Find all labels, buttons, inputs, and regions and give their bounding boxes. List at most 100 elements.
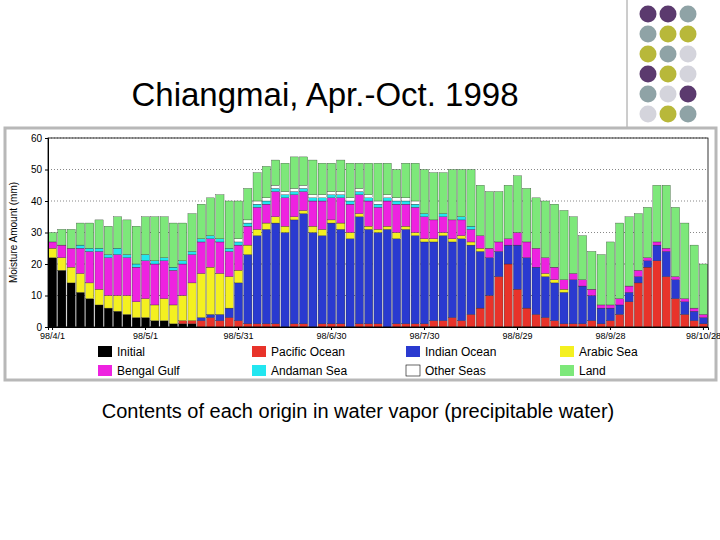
- bar-segment: [318, 163, 326, 195]
- decoration: [627, 0, 697, 130]
- bar-segment: [560, 210, 568, 279]
- bar-segment: [262, 201, 270, 204]
- bar-segment: [262, 324, 270, 327]
- bar-segment: [532, 198, 540, 248]
- bar-segment: [393, 233, 401, 239]
- bar-segment: [76, 273, 84, 292]
- bar-segment: [625, 292, 633, 301]
- legend-item: Land: [560, 364, 606, 378]
- bar-segment: [355, 324, 363, 327]
- series-bars: [197, 214, 707, 327]
- bar-segment: [318, 201, 326, 229]
- bar-segment: [281, 226, 289, 232]
- bar-segment: [578, 236, 586, 280]
- bar-segment: [123, 255, 131, 258]
- bar-segment: [309, 195, 317, 198]
- bar-segment: [699, 264, 707, 314]
- bar-segment: [337, 195, 345, 198]
- bar-segment: [597, 255, 605, 305]
- bar-segment: [58, 258, 66, 271]
- bar-segment: [262, 229, 270, 324]
- bar-segment: [141, 217, 149, 255]
- bar-segment: [300, 210, 308, 213]
- bar-segment: [690, 308, 698, 311]
- caption: Contents of each origin in water vapor (…: [102, 400, 614, 422]
- bar-segment: [327, 195, 335, 198]
- bar-segment: [262, 198, 270, 201]
- bar-segment: [114, 217, 122, 249]
- bar-segment: [207, 318, 215, 327]
- bar-segment: [272, 188, 280, 191]
- bar-segment: [430, 242, 438, 321]
- bar-segment: [179, 324, 187, 327]
- bar-segment: [597, 324, 605, 327]
- bar-segment: [374, 163, 382, 201]
- y-tick: 30: [31, 227, 48, 238]
- bar-segment: [504, 239, 512, 245]
- bar-segment: [225, 277, 233, 309]
- bar-segment: [541, 277, 549, 318]
- bar-segment: [318, 324, 326, 327]
- bar-segment: [588, 321, 596, 327]
- decoration-dot: [680, 26, 697, 43]
- bar-segment: [495, 277, 503, 327]
- legend-swatch: [98, 346, 112, 357]
- bar-segment: [467, 229, 475, 242]
- bar-segment: [337, 324, 345, 327]
- bar-segment: [104, 255, 112, 258]
- decoration-dot: [680, 46, 697, 63]
- bar-segment: [262, 204, 270, 223]
- x-tick-label: 98/9/28: [595, 331, 625, 341]
- bars: [48, 157, 707, 327]
- bar-segment: [104, 226, 112, 254]
- bar-segment: [327, 324, 335, 327]
- bar-segment: [244, 226, 252, 245]
- y-tick-label: 30: [31, 227, 43, 238]
- x-tick-mark: [517, 327, 518, 330]
- bar-segment: [67, 267, 75, 283]
- bar-segment: [513, 289, 521, 327]
- x-tick-label: 98/5/1: [133, 331, 158, 341]
- bar-segment: [355, 188, 363, 191]
- bar-segment: [58, 229, 66, 245]
- bar-segment: [653, 242, 661, 245]
- plot-frame: [48, 138, 708, 327]
- bar-segment: [420, 239, 428, 242]
- decoration-dot: [640, 66, 657, 83]
- bar-segment: [458, 217, 466, 220]
- bar-segment: [690, 321, 698, 327]
- bar-segment: [523, 308, 531, 327]
- bar-segment: [179, 321, 187, 324]
- bar-segment: [532, 267, 540, 314]
- bar-segment: [374, 233, 382, 324]
- bar-segment: [253, 236, 261, 324]
- bar-segment: [346, 233, 354, 239]
- y-tick: 20: [31, 259, 48, 270]
- bar-segment: [290, 192, 298, 195]
- bar-segment: [197, 321, 205, 327]
- bar-segment: [411, 204, 419, 207]
- bar-segment: [671, 277, 679, 280]
- bar-segment: [141, 299, 149, 318]
- bar-segment: [76, 223, 84, 245]
- decoration-dot: [640, 86, 657, 103]
- bar-segment: [169, 267, 177, 270]
- bar-segment: [188, 324, 196, 327]
- bar-segment: [430, 220, 438, 239]
- bar-segment: [365, 198, 373, 201]
- bar-segment: [132, 302, 140, 318]
- decoration-dot: [660, 46, 677, 63]
- bar-segment: [290, 157, 298, 189]
- bar-segment: [476, 185, 484, 235]
- bar-segment: [681, 314, 689, 327]
- bar-segment: [420, 324, 428, 327]
- x-tick: 98/5/31: [224, 327, 254, 341]
- bar-segment: [383, 201, 391, 226]
- bar-segment: [458, 321, 466, 327]
- bar-segment: [393, 170, 401, 198]
- bar-segment: [411, 207, 419, 232]
- x-tick: 98/7/30: [409, 327, 439, 341]
- bar-segment: [327, 163, 335, 191]
- bar-segment: [337, 198, 345, 223]
- bar-segment: [86, 299, 94, 327]
